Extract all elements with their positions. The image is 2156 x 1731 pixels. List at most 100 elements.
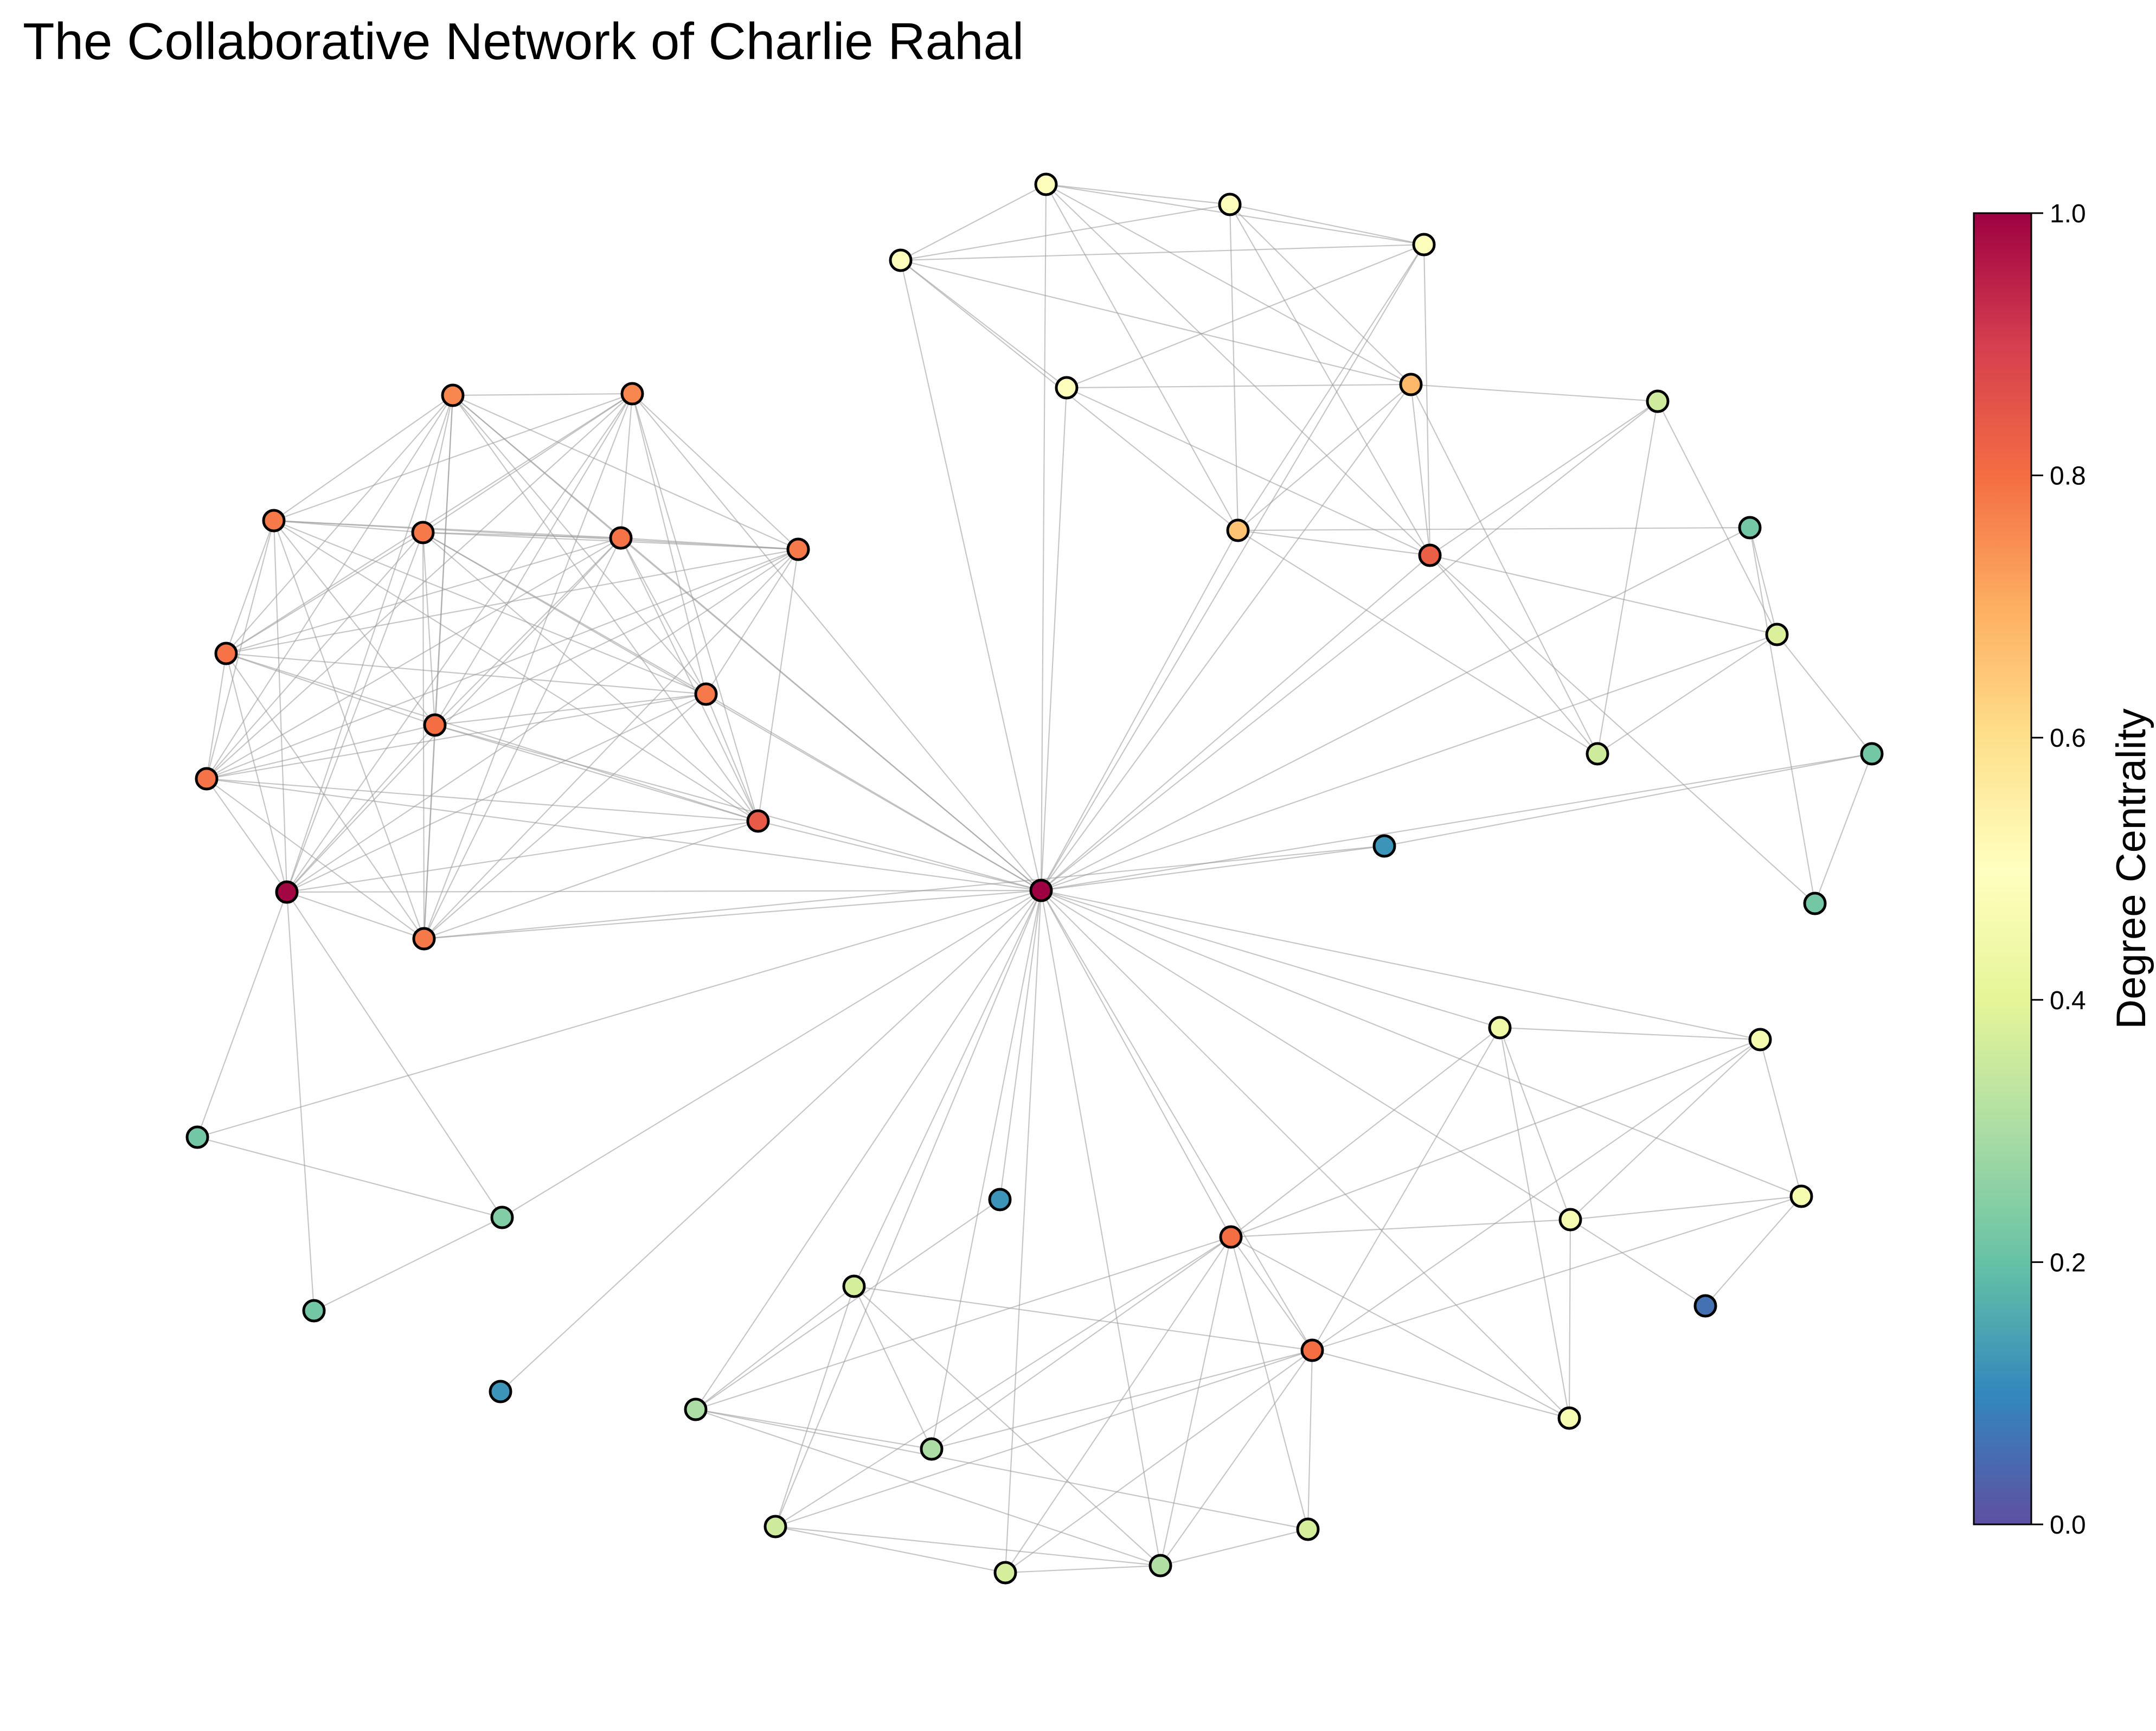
node-t7[interactable] [1226,518,1250,542]
node-hub[interactable] [1029,879,1053,902]
edge-r1-r4 [1596,401,1659,754]
edge-l2-l3 [313,1217,503,1311]
node-r2[interactable] [1738,516,1762,540]
node-lone2[interactable] [489,1380,512,1403]
node-e5[interactable] [1557,1406,1581,1430]
edge-a5-a13 [424,537,621,939]
edge-a9-a12 [206,693,707,780]
edge-hub-l1 [197,889,1042,1138]
edge-a3-a8 [273,520,435,726]
edge-e3-e6 [1570,1219,1706,1306]
node-e3[interactable] [1558,1208,1582,1232]
edge-hub-t5 [1040,387,1068,891]
node-t2[interactable] [1034,172,1058,196]
node-l2[interactable] [490,1206,514,1229]
node-s9[interactable] [1300,1338,1324,1362]
node-lone1[interactable] [1372,834,1396,858]
edge-hub-s4 [774,890,1042,1527]
edge-hub-e1 [1041,889,1500,1029]
edge-hub-s2 [695,890,1042,1410]
edge-e3-e5 [1568,1219,1571,1419]
node-s6[interactable] [1148,1554,1172,1578]
edge-hub-a12 [206,778,1042,892]
node-e4[interactable] [1789,1184,1813,1208]
node-a3[interactable] [262,509,286,533]
node-e6[interactable] [1693,1294,1717,1318]
node-lone3[interactable] [988,1188,1012,1211]
node-a8[interactable] [423,713,447,737]
node-a10[interactable] [746,809,770,833]
edge-hub-a5 [620,537,1042,891]
edge-hub-a10 [758,820,1042,892]
edge-t1-t3 [900,203,1230,261]
edge-a5-a8 [434,537,621,726]
node-l1[interactable] [185,1125,209,1149]
edge-t3-t7 [1229,204,1239,531]
edge-a4-a8 [422,532,436,726]
node-s7[interactable] [1296,1517,1320,1541]
edge-a1-a3 [273,395,453,521]
node-r4[interactable] [1586,742,1609,766]
node-t6[interactable] [1399,373,1423,396]
edge-t2-t6 [1045,184,1411,385]
edge-hub-s9 [1041,890,1313,1351]
edge-lone1-r5 [1384,753,1872,847]
edge-a3-a10 [273,520,759,822]
edge-r2-r3 [1749,527,1778,635]
edge-a6-a11 [286,549,799,893]
edge-s9-s1 [854,1285,1313,1351]
edge-s1-s4 [774,1286,855,1527]
node-r5[interactable] [1860,742,1884,766]
edge-s1-s2 [695,1286,855,1410]
node-s3[interactable] [920,1437,944,1461]
node-t4[interactable] [1412,233,1436,257]
edge-r5-r6 [1814,753,1873,904]
node-a13[interactable] [412,927,436,951]
node-s4[interactable] [763,1515,787,1538]
node-t5[interactable] [1055,376,1079,400]
edge-t1-t4 [900,243,1425,261]
edge-a9-a13 [424,694,707,939]
node-a11[interactable] [275,880,299,904]
node-r3[interactable] [1765,623,1789,646]
node-r1[interactable] [1646,389,1670,413]
edges-layer [196,183,1873,1574]
edge-a3-a9 [273,520,707,695]
edge-lone3-hub [999,890,1042,1200]
node-a9[interactable] [694,682,718,706]
edge-t7-t8 [1237,529,1430,556]
edge-a7-a9 [226,652,707,695]
colorbar-tick-label-0: 0.0 [2050,1511,2086,1540]
node-e1[interactable] [1488,1016,1512,1040]
edge-hub-r5 [1041,753,1872,892]
edge-e2-s8 [1230,1038,1761,1238]
edge-t8-r4 [1429,555,1598,754]
node-a12[interactable] [195,767,219,791]
edge-a2-a5 [620,393,633,538]
node-a7[interactable] [214,642,238,665]
edge-a3-a7 [225,520,275,654]
edge-a4-a9 [422,532,707,695]
node-s1[interactable] [842,1274,866,1298]
node-t8[interactable] [1418,543,1442,567]
edge-t4-t5 [1066,243,1425,389]
node-a5[interactable] [609,526,633,550]
node-t1[interactable] [889,248,913,272]
node-l3[interactable] [302,1299,326,1323]
node-a1[interactable] [441,383,465,407]
edge-a3-a4 [273,520,424,534]
node-t3[interactable] [1218,193,1242,216]
node-a2[interactable] [620,382,644,406]
node-e2[interactable] [1748,1028,1772,1052]
edge-lone1-a13 [424,845,1385,940]
node-r6[interactable] [1803,892,1827,915]
node-a4[interactable] [411,521,435,544]
edge-t2-t3 [1045,183,1230,206]
node-s5[interactable] [993,1561,1017,1585]
node-a6[interactable] [786,537,810,561]
node-s2[interactable] [684,1397,708,1421]
edge-e3-e4 [1570,1195,1802,1221]
node-s8[interactable] [1219,1225,1243,1249]
edge-a5-a12 [206,537,621,779]
edge-t8-r3 [1429,554,1778,636]
